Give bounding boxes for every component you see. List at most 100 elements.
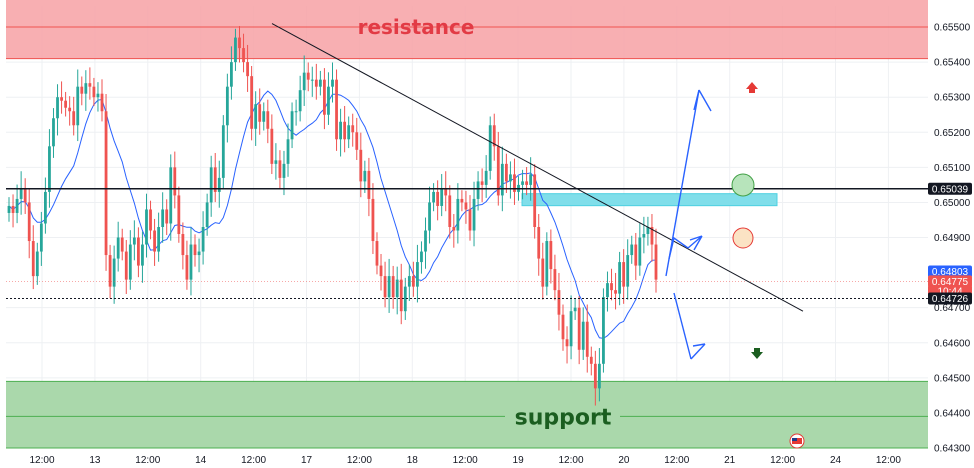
candle[interactable] xyxy=(197,238,201,273)
candle[interactable] xyxy=(504,153,508,193)
candle[interactable] xyxy=(335,69,338,151)
candle[interactable] xyxy=(496,131,500,206)
candle[interactable] xyxy=(581,307,585,360)
candle[interactable] xyxy=(351,113,355,147)
resistance-zone[interactable] xyxy=(6,0,928,59)
candle[interactable] xyxy=(145,193,148,258)
candle[interactable] xyxy=(56,84,59,136)
candle[interactable] xyxy=(15,184,19,224)
candle[interactable] xyxy=(43,177,47,234)
support-zone[interactable] xyxy=(6,381,928,448)
candle[interactable] xyxy=(120,228,124,261)
candle[interactable] xyxy=(367,157,371,217)
candle[interactable] xyxy=(282,150,286,196)
candle[interactable] xyxy=(428,186,431,244)
candle[interactable] xyxy=(234,28,237,71)
candle[interactable] xyxy=(602,288,605,373)
cyan-zone[interactable] xyxy=(521,193,778,207)
candle[interactable] xyxy=(456,183,460,244)
candle[interactable] xyxy=(654,228,658,293)
candle[interactable] xyxy=(549,229,553,284)
candle[interactable] xyxy=(597,348,601,402)
candle[interactable] xyxy=(460,190,464,212)
candle[interactable] xyxy=(306,62,310,92)
green-circle-marker[interactable] xyxy=(731,173,755,197)
candle[interactable] xyxy=(108,244,112,299)
candle[interactable] xyxy=(407,264,411,302)
candle[interactable] xyxy=(529,157,533,201)
candle[interactable] xyxy=(359,132,363,198)
candle[interactable] xyxy=(250,65,254,141)
candle[interactable] xyxy=(153,218,156,266)
candle[interactable] xyxy=(217,160,221,208)
candle[interactable] xyxy=(274,143,278,180)
candle[interactable] xyxy=(92,77,96,106)
candle[interactable] xyxy=(610,268,613,301)
candle[interactable] xyxy=(646,216,650,246)
candle[interactable] xyxy=(420,241,423,274)
time-axis[interactable]: 12:00 13 12:00 14 12:00 17 12:00 18 12:00 19 12:00… xyxy=(29,455,901,466)
candle[interactable] xyxy=(318,70,322,96)
candle[interactable] xyxy=(569,295,573,360)
candle[interactable] xyxy=(444,171,448,212)
candle[interactable] xyxy=(411,261,415,297)
candle[interactable] xyxy=(521,169,524,200)
candle[interactable] xyxy=(189,227,193,296)
candle[interactable] xyxy=(363,160,367,193)
candle[interactable] xyxy=(492,113,496,161)
candle[interactable] xyxy=(266,99,270,144)
candle[interactable] xyxy=(650,214,654,262)
candle[interactable] xyxy=(39,211,43,266)
candle[interactable] xyxy=(27,189,31,259)
candle[interactable] xyxy=(23,178,27,215)
candles[interactable] xyxy=(7,25,658,406)
candle[interactable] xyxy=(169,154,173,241)
candle[interactable] xyxy=(614,272,617,310)
candle[interactable] xyxy=(246,44,249,92)
candle[interactable] xyxy=(238,25,241,63)
candle[interactable] xyxy=(500,146,504,212)
candle[interactable] xyxy=(476,171,480,211)
candle[interactable] xyxy=(72,96,76,136)
candle[interactable] xyxy=(391,265,395,309)
candle[interactable] xyxy=(278,150,282,190)
candle[interactable] xyxy=(399,263,403,325)
candle[interactable] xyxy=(88,67,92,100)
candle[interactable] xyxy=(205,193,209,236)
candle[interactable] xyxy=(181,222,185,270)
candle[interactable] xyxy=(193,234,197,267)
candle[interactable] xyxy=(302,55,306,106)
candle[interactable] xyxy=(525,167,528,196)
candle[interactable] xyxy=(545,232,549,296)
candle[interactable] xyxy=(331,62,334,103)
candle[interactable] xyxy=(124,239,128,295)
candle[interactable] xyxy=(64,91,68,117)
candle[interactable] xyxy=(104,94,108,271)
candle[interactable] xyxy=(270,114,274,175)
candle[interactable] xyxy=(52,108,55,158)
candle[interactable] xyxy=(84,70,88,111)
price-label-tag[interactable]: 0.64775 xyxy=(928,275,972,288)
arrow-down-projection[interactable] xyxy=(673,292,706,360)
arrow-up-projection[interactable] xyxy=(665,89,712,277)
candle[interactable] xyxy=(137,227,140,278)
candle[interactable] xyxy=(383,261,387,308)
candle[interactable] xyxy=(209,155,213,217)
candle[interactable] xyxy=(157,212,161,262)
candle[interactable] xyxy=(132,220,136,261)
candle[interactable] xyxy=(76,69,80,142)
candle[interactable] xyxy=(630,235,634,264)
candle[interactable] xyxy=(472,181,476,247)
candle[interactable] xyxy=(565,326,569,364)
candle[interactable] xyxy=(585,304,589,373)
candle[interactable] xyxy=(484,155,488,198)
candle[interactable] xyxy=(488,116,492,180)
candle[interactable] xyxy=(464,190,468,224)
candle[interactable] xyxy=(416,244,419,303)
candle[interactable] xyxy=(100,79,104,122)
candle[interactable] xyxy=(355,117,359,160)
candle[interactable] xyxy=(448,185,452,239)
candle[interactable] xyxy=(606,271,609,312)
